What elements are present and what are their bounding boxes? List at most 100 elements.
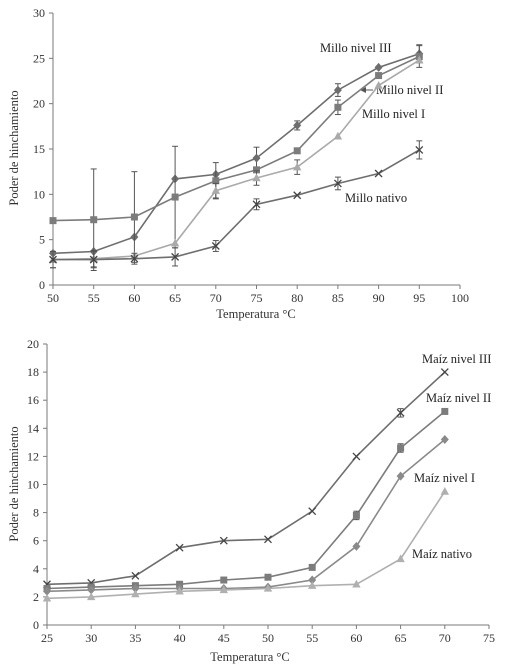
point-millo-nativo xyxy=(374,169,383,178)
point-millo-nivel-iii xyxy=(333,85,342,95)
point-maiz-nivel-iii xyxy=(352,452,361,461)
point-maiz-nativo xyxy=(87,592,96,601)
point-millo-nivel-i xyxy=(170,238,180,247)
point-maiz-nativo xyxy=(352,579,361,588)
point-millo-nativo xyxy=(333,179,342,188)
y-tick-label: 6 xyxy=(33,534,39,548)
y-tick-label: 2 xyxy=(33,590,39,604)
x-tick-label: 25 xyxy=(41,631,53,645)
x-tick-label: 55 xyxy=(88,291,100,305)
point-millo-nativo xyxy=(415,145,424,154)
x-tick-label: 80 xyxy=(291,291,303,305)
point-maiz-nivel-iii xyxy=(440,368,449,377)
point-maiz-nivel-iii xyxy=(131,571,140,580)
series-line-maiz-nativo xyxy=(46,491,446,600)
series-label-millo-nivel-i: Millo nivel I xyxy=(362,107,425,121)
point-maiz-nivel-iii xyxy=(219,536,228,545)
point-maiz-nivel-ii xyxy=(397,444,405,452)
y-tick-label: 20 xyxy=(27,337,39,351)
point-millo-nivel-i xyxy=(415,55,424,64)
series-label-maiz-nivel-i: Maíz nivel I xyxy=(414,471,475,485)
point-maiz-nivel-iii xyxy=(308,507,317,516)
point-maiz-nativo xyxy=(308,581,317,589)
point-millo-nivel-ii xyxy=(212,177,220,185)
series-line-maiz-nivel-ii xyxy=(46,410,446,590)
series-line-millo-nativo xyxy=(53,149,420,261)
point-millo-nivel-iii xyxy=(252,153,261,163)
x-tick-label: 65 xyxy=(395,631,407,645)
x-tick-label: 100 xyxy=(451,291,469,305)
series-line-maiz-nivel-i xyxy=(46,438,446,593)
series-label-millo-nivel-iii: Millo nivel III xyxy=(320,41,392,55)
y-tick-label: 15 xyxy=(33,142,45,156)
series-line-millo-nivel-i xyxy=(52,59,420,261)
x-tick-label: 70 xyxy=(439,631,451,645)
y-tick-label: 0 xyxy=(39,278,45,292)
series-label-millo-nivel-ii: Millo nivel II xyxy=(376,83,443,97)
x-tick-label: 30 xyxy=(85,631,97,645)
point-millo-nivel-iii xyxy=(293,120,302,130)
point-millo-nivel-ii xyxy=(171,193,179,201)
y-tick-label: 5 xyxy=(39,233,45,247)
point-maiz-nativo xyxy=(131,589,140,598)
series-label-maiz-nivel-iii: Maíz nivel III xyxy=(422,352,491,366)
point-millo-nivel-i xyxy=(374,81,383,89)
series-line-maiz-nivel-iii xyxy=(46,371,446,586)
point-maiz-nivel-iii xyxy=(175,543,184,552)
chart-bottom-xlabel: Temperatura °C xyxy=(210,650,289,664)
point-millo-nivel-ii xyxy=(334,103,342,111)
point-maiz-nivel-i xyxy=(308,575,317,585)
chart-bottom-plot: 0 2 4 6 8 10 12 14 16 18 20 25 30 35 40 45 50 55 60 65 70 75 xyxy=(27,337,495,645)
y-tick-label: 4 xyxy=(33,562,39,576)
point-maiz-nivel-i xyxy=(131,583,140,593)
point-millo-nativo xyxy=(211,242,220,250)
point-maiz-nativo xyxy=(42,593,52,602)
point-millo-nivel-ii xyxy=(253,166,260,174)
x-tick-label: 95 xyxy=(413,291,425,305)
series-label-maiz-nivel-ii: Maíz nivel II xyxy=(426,391,491,405)
x-tick-label: 50 xyxy=(47,291,59,305)
x-tick-label: 90 xyxy=(373,291,385,305)
series-label-maiz-nativo: Maíz nativo xyxy=(412,547,472,561)
x-tick-label: 75 xyxy=(251,291,263,305)
point-millo-nativo xyxy=(252,200,261,209)
point-maiz-nativo xyxy=(219,585,228,594)
chart-bottom: Temperatura °C Poder de hinchamiento Maí… xyxy=(7,352,491,664)
point-millo-nivel-ii xyxy=(375,72,383,80)
point-maiz-nivel-i xyxy=(440,435,449,445)
point-millo-nativo xyxy=(293,191,302,200)
series-label-millo-nativo: Millo nativo xyxy=(345,191,407,205)
y-tick-label: 18 xyxy=(27,365,39,379)
x-tick-label: 40 xyxy=(174,631,186,645)
x-tick-label: 60 xyxy=(128,291,140,305)
point-maiz-nivel-ii xyxy=(308,563,316,571)
y-tick-label: 20 xyxy=(33,97,45,111)
point-maiz-nativo xyxy=(263,583,273,592)
point-maiz-nivel-ii xyxy=(264,573,272,581)
chart-top: Temperatura °C Poder de hinchamiento Mil… xyxy=(7,41,443,321)
point-millo-nativo xyxy=(171,252,180,261)
x-tick-label: 65 xyxy=(169,291,181,305)
y-tick-label: 14 xyxy=(27,421,39,435)
y-tick-label: 0 xyxy=(33,618,39,632)
point-millo-nivel-ii xyxy=(293,147,301,155)
x-tick-label: 60 xyxy=(350,631,362,645)
point-maiz-nativo xyxy=(396,554,405,563)
point-millo-nivel-ii xyxy=(90,216,98,224)
point-millo-nativo xyxy=(89,255,98,264)
y-tick-label: 10 xyxy=(27,478,39,492)
y-tick-label: 12 xyxy=(27,449,39,463)
point-millo-nivel-i xyxy=(333,131,343,140)
series-line-millo-nivel-ii xyxy=(52,55,420,222)
y-tick-label: 8 xyxy=(33,506,39,520)
x-tick-label: 75 xyxy=(483,631,495,645)
y-tick-label: 10 xyxy=(33,187,45,201)
point-millo-nivel-i xyxy=(293,162,302,171)
point-maiz-nivel-iii xyxy=(396,408,405,417)
point-maiz-nivel-i xyxy=(43,586,51,596)
point-maiz-nivel-i xyxy=(352,541,361,551)
x-tick-label: 55 xyxy=(306,631,318,645)
chart-top-ylabel: Poder de hinchamiento xyxy=(7,90,21,205)
x-tick-label: 35 xyxy=(129,631,141,645)
